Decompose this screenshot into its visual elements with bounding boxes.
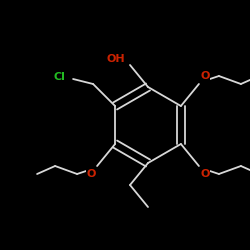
Text: O: O xyxy=(200,169,209,179)
Text: O: O xyxy=(86,169,96,179)
Text: Cl: Cl xyxy=(53,72,65,82)
Text: OH: OH xyxy=(107,54,125,64)
Text: O: O xyxy=(200,71,209,81)
